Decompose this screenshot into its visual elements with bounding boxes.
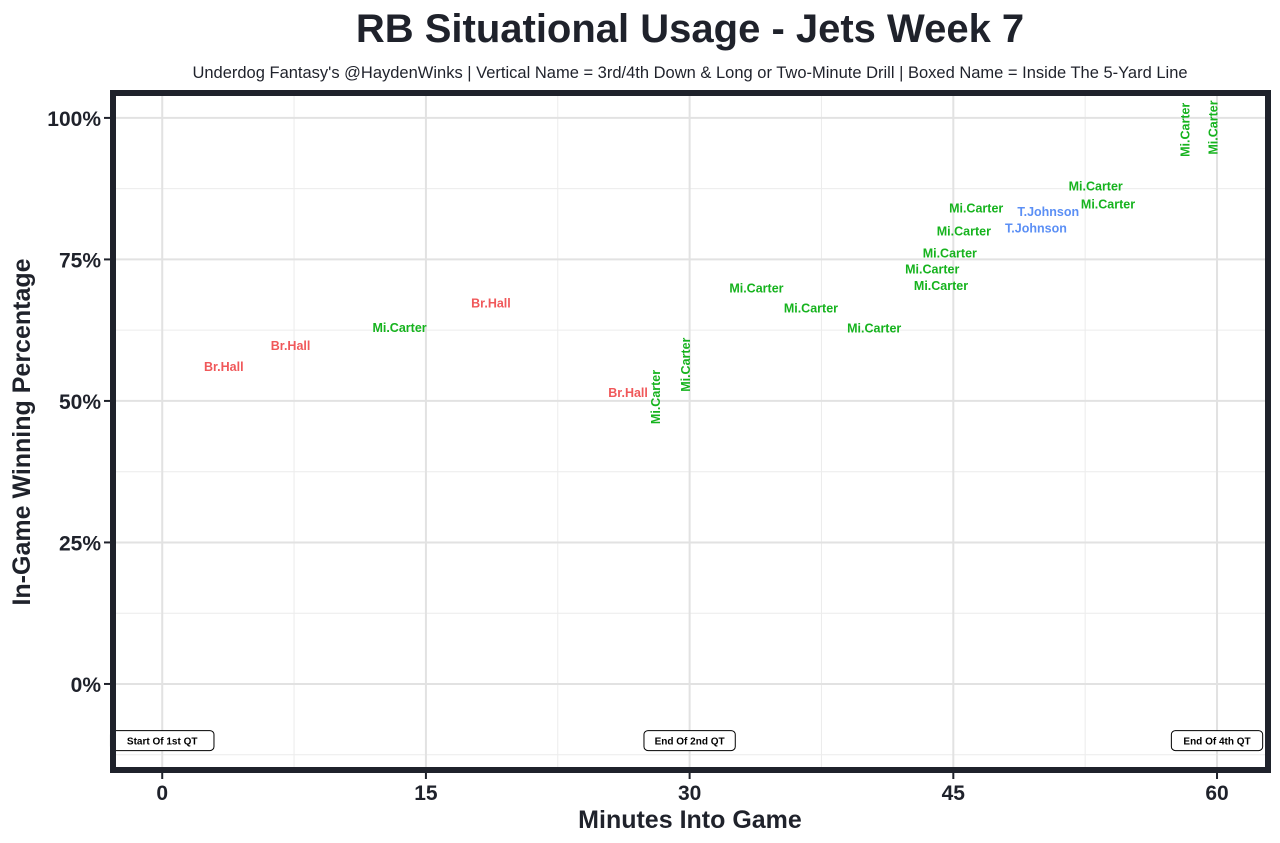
point-label: Mi.Carter [937,224,991,238]
x-tick-label: 0 [156,782,168,805]
x-axis-label: Minutes Into Game [578,806,802,834]
gridlines [113,93,1268,770]
y-axis-label: In-Game Winning Percentage [8,258,36,605]
x-tick-label: 60 [1205,782,1228,805]
point-label: Mi.Carter [1178,103,1192,157]
y-tick-label: 100% [47,108,101,131]
point-label: Mi.Carter [923,246,977,260]
y-tick-label: 50% [59,391,101,414]
y-tick-label: 0% [71,674,102,697]
annotation-label: End Of 2nd QT [655,737,725,748]
annotation-label: Start Of 1st QT [127,737,198,748]
point-label: Mi.Carter [1081,197,1135,211]
point-label: Br.Hall [271,339,311,353]
point-label: Mi.Carter [847,321,901,335]
point-label: Mi.Carter [679,337,693,391]
annotation-label: End Of 4th QT [1183,737,1250,748]
chart-subtitle: Underdog Fantasy's @HaydenWinks | Vertic… [192,64,1187,82]
point-label: Mi.Carter [1206,100,1220,154]
axis-ticks: 0 15 30 45 60 0% 25% 50% 75% 100% [47,108,1228,805]
point-label: Mi.Carter [949,201,1003,215]
point-label: Mi.Carter [784,302,838,316]
annotation-box [643,730,736,752]
point-label: Mi.Carter [372,321,426,335]
chart-title: RB Situational Usage - Jets Week 7 [356,7,1024,51]
point-label: T.Johnson [1017,205,1079,219]
y-tick-label: 25% [59,532,101,555]
point-label: Mi.Carter [914,279,968,293]
annotation-box [1170,730,1264,752]
annotations: Start Of 1st QT End Of 2nd QT End Of 4th Q… [109,730,1264,752]
point-label: Mi.Carter [1069,179,1123,193]
point-label: Br.Hall [608,386,648,400]
plot-border [110,90,1271,773]
x-tick-label: 15 [414,782,438,805]
x-tick-label: 45 [942,782,966,805]
point-label: T.Johnson [1005,221,1067,235]
point-label: Br.Hall [204,360,244,374]
x-tick-label: 30 [678,782,701,805]
y-tick-label: 75% [59,249,101,272]
point-label: Mi.Carter [649,370,663,424]
point-label: Mi.Carter [729,281,783,295]
point-label: Mi.Carter [905,263,959,277]
point-label: Br.Hall [471,297,511,311]
